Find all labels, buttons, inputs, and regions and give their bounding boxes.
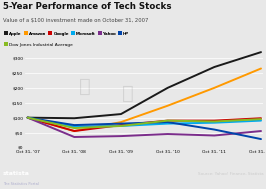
Microsoft — [166, 122, 169, 125]
Apple — [26, 116, 29, 119]
HP — [166, 121, 169, 123]
Text: Source: Yahoo! Finance, Statista: Source: Yahoo! Finance, Statista — [198, 172, 263, 176]
Line: Dow Jones Industrial Average: Dow Jones Industrial Average — [28, 118, 261, 128]
Line: Microsoft: Microsoft — [28, 118, 261, 127]
Apple — [73, 117, 76, 119]
Line: Yahoo: Yahoo — [28, 118, 261, 137]
Google — [213, 119, 216, 122]
Yahoo — [73, 136, 76, 138]
HP — [119, 122, 123, 125]
Yahoo — [259, 130, 263, 132]
HP — [26, 116, 29, 119]
Microsoft — [259, 119, 263, 122]
Dow Jones Industrial Average — [213, 120, 216, 123]
Text: 5-Year Performance of Tech Stocks: 5-Year Performance of Tech Stocks — [3, 2, 171, 11]
Apple — [213, 66, 216, 68]
Microsoft — [26, 116, 29, 119]
Google — [259, 117, 263, 119]
Apple — [259, 51, 263, 53]
Microsoft — [119, 125, 123, 127]
Google — [119, 124, 123, 126]
Yahoo — [119, 135, 123, 137]
Text: 🐻: 🐻 — [79, 77, 91, 96]
Dow Jones Industrial Average — [259, 118, 263, 120]
Text: The Statistics Portal: The Statistics Portal — [3, 181, 38, 186]
Dow Jones Industrial Average — [26, 116, 29, 119]
Yahoo — [213, 134, 216, 137]
Google — [26, 116, 29, 119]
Amazon — [119, 121, 123, 123]
Dow Jones Industrial Average — [73, 127, 76, 129]
Apple — [166, 87, 169, 89]
Line: Apple: Apple — [28, 52, 261, 118]
Yahoo — [166, 133, 169, 135]
HP — [213, 128, 216, 131]
Legend: Apple, Amazon, Google, Microsoft, Yahoo, HP: Apple, Amazon, Google, Microsoft, Yahoo,… — [5, 32, 128, 36]
HP — [259, 138, 263, 140]
Text: statista: statista — [3, 171, 30, 176]
Amazon — [166, 105, 169, 107]
Line: Amazon: Amazon — [28, 68, 261, 131]
Apple — [119, 113, 123, 115]
Line: Google: Google — [28, 118, 261, 131]
Dow Jones Industrial Average — [166, 119, 169, 122]
Legend: Dow Jones Industrial Average: Dow Jones Industrial Average — [5, 43, 73, 47]
Amazon — [259, 67, 263, 70]
Dow Jones Industrial Average — [119, 125, 123, 127]
Text: Value of a $100 investment made on October 31, 2007: Value of a $100 investment made on Octob… — [3, 18, 148, 23]
Microsoft — [73, 125, 76, 128]
Amazon — [73, 130, 76, 132]
Yahoo — [26, 116, 29, 119]
Google — [166, 119, 169, 122]
Google — [73, 130, 76, 132]
Microsoft — [213, 122, 216, 124]
Text: 🐂: 🐂 — [122, 84, 134, 103]
Amazon — [26, 116, 29, 119]
Amazon — [213, 87, 216, 89]
HP — [73, 124, 76, 126]
Line: HP: HP — [28, 118, 261, 139]
